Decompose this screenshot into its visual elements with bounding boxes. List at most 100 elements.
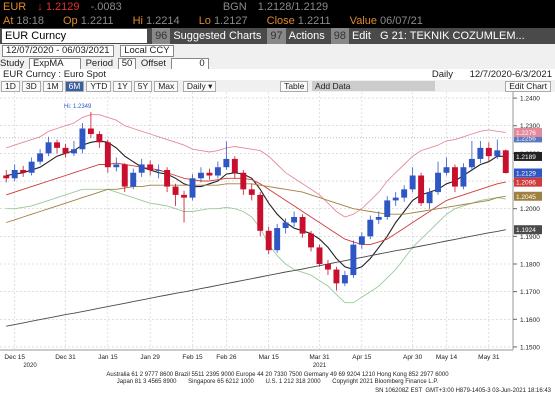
- candle-body: [257, 194, 264, 231]
- menu-item[interactable]: 98 Edit: [330, 28, 371, 44]
- range-bar: 12/07/2020 - 06/03/2021 Local CCY: [0, 44, 555, 57]
- candle-body: [206, 172, 213, 176]
- candle-body: [502, 150, 509, 174]
- value-box-label: 1.2256: [516, 135, 536, 142]
- period-input[interactable]: 50: [117, 58, 137, 69]
- footer-line: Japan 81 3 4565 8900 Singapore 65 6212 1…: [116, 379, 439, 385]
- study-input[interactable]: ExpMA: [28, 58, 81, 69]
- candle-body: [113, 164, 120, 168]
- bid-ask: 1.2128/1.2129: [257, 1, 329, 13]
- candle-body: [316, 247, 323, 264]
- candle-body: [121, 164, 128, 187]
- toolbar: 1D 3D 1M 6M YTD 1Y 5Y Max Daily ▾ Table Add Dat…: [0, 80, 555, 92]
- candle-body: [460, 167, 467, 187]
- value-box-label: 1.2189: [516, 154, 536, 161]
- period-button[interactable]: 6M: [64, 81, 85, 92]
- table-button[interactable]: Table: [280, 81, 309, 92]
- value-box-label: 1.2129: [516, 171, 536, 178]
- label: Lo: [198, 15, 211, 27]
- value-box: [514, 151, 542, 161]
- ticker: EUR: [3, 1, 27, 13]
- menu-label: Suggested Charts: [173, 30, 262, 42]
- offset-input[interactable]: 0: [170, 58, 209, 69]
- candle-body: [3, 175, 10, 179]
- quote-bar: EUR ↓ 1.2129 -.0083 BGN 1.2128/1.2129: [0, 0, 555, 14]
- period-button[interactable]: 1D: [1, 81, 20, 92]
- period-button[interactable]: 1M: [42, 81, 63, 92]
- label: Period: [85, 58, 114, 69]
- period-buttons: 1D 3D 1M 6M YTD 1Y 5Y Max: [0, 81, 179, 92]
- currency[interactable]: Local CCY: [120, 45, 174, 57]
- candle-body: [358, 236, 365, 245]
- label: Hi: [132, 15, 143, 27]
- candle-body: [147, 164, 154, 170]
- candle-body: [155, 169, 162, 171]
- x-tick-label: Dec 31: [55, 354, 76, 361]
- footer-line: SN 106208Z EST GMT+3:00 H879-1405-3 03-J…: [375, 388, 551, 394]
- edit-chart[interactable]: Edit Chart: [505, 81, 551, 92]
- menu-number: 98: [330, 28, 349, 44]
- value-box: [514, 191, 542, 201]
- candle-body: [172, 186, 179, 195]
- x-tick-label: May 14: [436, 354, 458, 361]
- candle-body: [485, 147, 492, 157]
- period-button[interactable]: 5Y: [133, 81, 153, 92]
- candle-body: [333, 269, 340, 284]
- menu-item[interactable]: 96 Suggested Charts: [152, 28, 261, 44]
- footer-line: Australia 61 2 9777 8600 Brazil 5511 239…: [106, 372, 449, 378]
- series-line: [6, 188, 506, 304]
- candle-body: [299, 216, 306, 234]
- menu-item[interactable]: 97 Actions: [267, 28, 325, 44]
- date-range[interactable]: 12/07/2020 - 06/03/2021: [2, 45, 114, 57]
- chart: 1.24001.23001.22001.21001.20001.19001.18…: [0, 92, 542, 369]
- interval-select[interactable]: Daily ▾: [182, 81, 217, 92]
- period-button[interactable]: YTD: [86, 81, 112, 92]
- candle-body: [248, 189, 255, 195]
- candle-body: [468, 158, 475, 168]
- page-title: G 21: TEKNIK COZUMLEM...: [379, 30, 525, 42]
- candle-body: [214, 167, 221, 176]
- security-input[interactable]: EUR Curncy: [2, 29, 147, 43]
- candle-body: [130, 172, 137, 187]
- label: Offset: [140, 58, 167, 69]
- candle-body: [325, 264, 331, 270]
- y-tick-label: 1.2000: [520, 206, 540, 213]
- label: At: [3, 15, 14, 27]
- x-tick-label: Dec 15: [4, 354, 25, 361]
- candle-body: [274, 228, 281, 251]
- label: Op: [63, 15, 78, 27]
- candle-body: [392, 197, 399, 201]
- command-bar: EUR Curncy 96 Suggested Charts 97 Actions 98…: [0, 28, 555, 44]
- year-label: 2020: [23, 363, 37, 369]
- period-button[interactable]: 3D: [21, 81, 41, 92]
- candle-body: [452, 167, 458, 187]
- x-tick-label: Mar 31: [309, 354, 330, 361]
- candle-body: [291, 216, 298, 223]
- value: 18:18: [16, 15, 44, 27]
- menu-number: 97: [267, 28, 286, 44]
- period-button[interactable]: 1Y: [113, 81, 132, 92]
- add-data[interactable]: Add Data: [312, 81, 436, 91]
- period-button[interactable]: Max: [154, 81, 179, 92]
- candle-body: [443, 167, 450, 173]
- candle-body: [418, 175, 425, 204]
- candle-body: [96, 134, 103, 143]
- label: Study: [0, 58, 25, 69]
- x-tick-label: Jan 29: [140, 354, 160, 361]
- value: 06/07/21: [380, 15, 423, 27]
- year-label: 2021: [313, 363, 327, 369]
- candle-body: [223, 158, 230, 168]
- candle-body: [189, 178, 196, 198]
- candle-body: [164, 169, 171, 187]
- candle-body: [409, 175, 416, 190]
- candle-body: [477, 147, 484, 159]
- candle-body: [54, 142, 60, 148]
- candle-body: [367, 219, 374, 237]
- annotation: Hi: 1.2349: [64, 104, 92, 110]
- y-tick-label: 1.1800: [520, 262, 540, 269]
- candle-body: [375, 216, 382, 220]
- y-tick-label: 1.2400: [520, 96, 540, 103]
- candle-body: [494, 150, 501, 157]
- value-box: [514, 168, 542, 178]
